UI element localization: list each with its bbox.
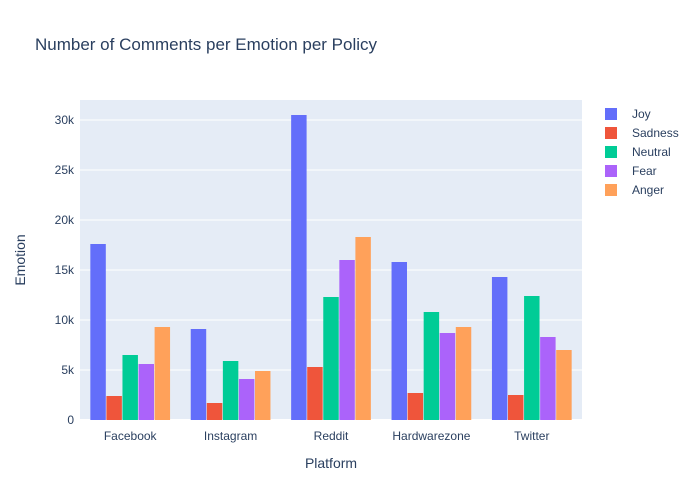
chart-title: Number of Comments per Emotion per Polic… (35, 35, 378, 54)
bar[interactable] (106, 396, 122, 420)
bar[interactable] (206, 403, 223, 420)
y-tick-label: 0 (67, 413, 74, 427)
bar[interactable] (391, 262, 408, 420)
legend-item[interactable]: Sadness (605, 126, 679, 140)
y-tick-label: 25k (55, 163, 75, 177)
bar[interactable] (307, 367, 323, 420)
bar[interactable] (556, 350, 572, 420)
bar[interactable] (222, 361, 239, 420)
bar[interactable] (238, 379, 255, 420)
legend-swatch (605, 184, 617, 196)
bar[interactable] (291, 115, 307, 420)
legend-item[interactable]: Neutral (605, 145, 671, 159)
bar[interactable] (339, 260, 355, 420)
bar[interactable] (355, 237, 371, 420)
x-tick-label: Twitter (514, 429, 549, 443)
legend-label: Fear (632, 164, 657, 178)
legend-label: Neutral (632, 145, 671, 159)
y-tick-label: 30k (55, 113, 75, 127)
bar[interactable] (138, 364, 154, 420)
y-tick-label: 20k (55, 213, 75, 227)
legend-swatch (605, 127, 617, 139)
legend-item[interactable]: Joy (605, 107, 651, 121)
bar[interactable] (122, 355, 138, 420)
bar[interactable] (491, 277, 508, 420)
legend-item[interactable]: Fear (605, 164, 657, 178)
y-tick-label: 15k (55, 263, 75, 277)
legend-label: Sadness (632, 126, 679, 140)
bars (90, 115, 572, 420)
legend-label: Anger (632, 183, 664, 197)
y-tick-label: 5k (61, 363, 75, 377)
legend-item[interactable]: Anger (605, 183, 664, 197)
x-tick-label: Hardwarezone (392, 429, 470, 443)
bar[interactable] (407, 393, 424, 420)
bar[interactable] (323, 297, 339, 420)
bar[interactable] (455, 327, 472, 420)
bar[interactable] (254, 371, 271, 420)
y-axis-title: Emotion (12, 234, 28, 285)
bar[interactable] (540, 337, 556, 420)
legend[interactable]: Joy Sadness Neutral Fear Anger (605, 107, 679, 197)
y-tick-label: 10k (55, 313, 75, 327)
legend-swatch (605, 146, 617, 158)
bar[interactable] (154, 327, 171, 420)
x-axis-title: Platform (305, 455, 357, 471)
legend-swatch (605, 108, 617, 120)
legend-swatch (605, 165, 617, 177)
bar[interactable] (90, 244, 106, 420)
bar[interactable] (524, 296, 540, 420)
x-tick-label: Facebook (104, 429, 158, 443)
y-axis-ticks: 0 5k 10k 15k 20k 25k 30k (55, 113, 75, 427)
x-tick-label: Instagram (204, 429, 257, 443)
bar[interactable] (190, 329, 207, 420)
bar[interactable] (508, 395, 524, 420)
legend-label: Joy (632, 107, 651, 121)
x-axis-ticks: Facebook Instagram Reddit Hardwarezone Twitt… (104, 429, 550, 443)
bar[interactable] (423, 312, 440, 420)
bar[interactable] (439, 333, 456, 420)
x-tick-label: Reddit (314, 429, 349, 443)
